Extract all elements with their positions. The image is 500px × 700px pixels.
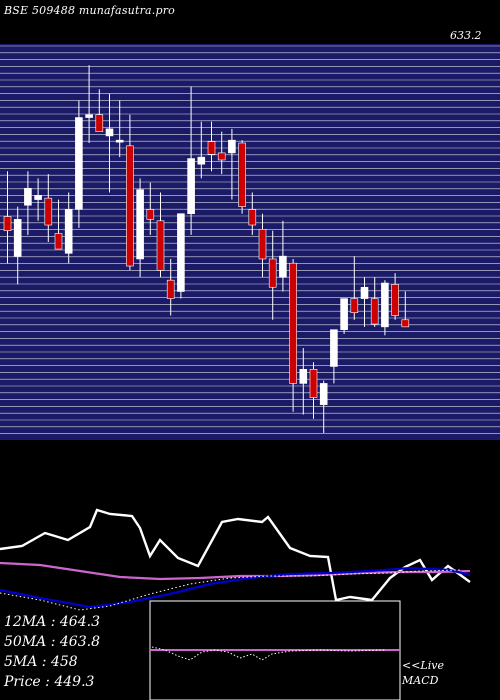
lower-indicators xyxy=(0,508,471,700)
candle-body xyxy=(146,209,155,220)
ma-blue-line xyxy=(0,566,471,609)
candles xyxy=(3,65,410,433)
moving-averages-panel: 12MA : 464.3 50MA : 463.8 5MA : 458 Pric… xyxy=(4,612,100,692)
candle-body xyxy=(289,262,297,384)
live-macd-label[interactable]: <<Live MACD xyxy=(402,658,444,688)
candle-body xyxy=(105,128,114,137)
ma12-label: 12MA xyxy=(4,614,47,630)
ma12-row: 12MA : 464.3 xyxy=(4,614,100,630)
ma5-row: 5MA : 458 xyxy=(4,654,78,670)
candle-body xyxy=(279,255,287,278)
candle-body xyxy=(217,152,226,161)
ma50-value: 463.8 xyxy=(59,634,100,650)
candle-body xyxy=(44,197,53,226)
ma-pink-line xyxy=(0,561,471,581)
candle-body xyxy=(95,114,104,132)
candle-body xyxy=(258,228,267,260)
ma12-value: 464.3 xyxy=(59,614,100,630)
candle-body xyxy=(13,219,22,257)
macd-line xyxy=(151,646,386,661)
ma5-value: 458 xyxy=(50,654,78,670)
candle-body xyxy=(136,189,144,260)
ma50-label: 50MA xyxy=(4,634,47,650)
candle-body xyxy=(238,142,246,207)
price-label: Price xyxy=(4,674,46,690)
candle-body xyxy=(228,139,236,154)
candle-body xyxy=(248,209,257,226)
candle-body xyxy=(54,233,63,250)
candle-body xyxy=(207,141,216,155)
candle-body xyxy=(309,368,318,398)
candle-body xyxy=(381,282,389,328)
live-link[interactable]: <<Live xyxy=(402,659,444,672)
candle-body xyxy=(360,286,369,299)
candle-body xyxy=(330,329,338,367)
candle-body xyxy=(115,139,124,143)
candle-body xyxy=(401,319,410,328)
candle-body xyxy=(370,298,379,325)
candle-body xyxy=(24,187,32,206)
candle-body xyxy=(3,216,12,231)
candle-body xyxy=(166,279,175,299)
candle-body xyxy=(75,117,83,210)
top-price-label: 633.2 xyxy=(450,29,482,42)
candle-body xyxy=(64,209,73,254)
ma5-label: 5MA xyxy=(4,654,38,670)
price-grid xyxy=(0,44,500,440)
candle-body xyxy=(299,368,308,384)
candle-body xyxy=(187,158,195,215)
candle-body xyxy=(197,156,206,165)
candle-body xyxy=(156,220,165,271)
price-value: 449.3 xyxy=(54,674,95,690)
candle-body xyxy=(391,284,399,316)
macd-label: MACD xyxy=(402,674,439,687)
price-line xyxy=(0,508,471,602)
price-row: Price : 449.3 xyxy=(4,674,95,690)
candle-body xyxy=(268,258,277,288)
candle-body xyxy=(340,298,348,330)
candle-body xyxy=(177,213,185,292)
candle-body xyxy=(85,114,93,118)
chart-title: BSE 509488 munafasutra.pro xyxy=(4,4,176,17)
candle-body xyxy=(319,383,328,405)
grid-background xyxy=(0,44,500,440)
candle-body xyxy=(126,145,134,267)
candle-body xyxy=(350,298,359,314)
candle-body xyxy=(34,195,42,200)
ma50-row: 50MA : 463.8 xyxy=(4,634,100,650)
